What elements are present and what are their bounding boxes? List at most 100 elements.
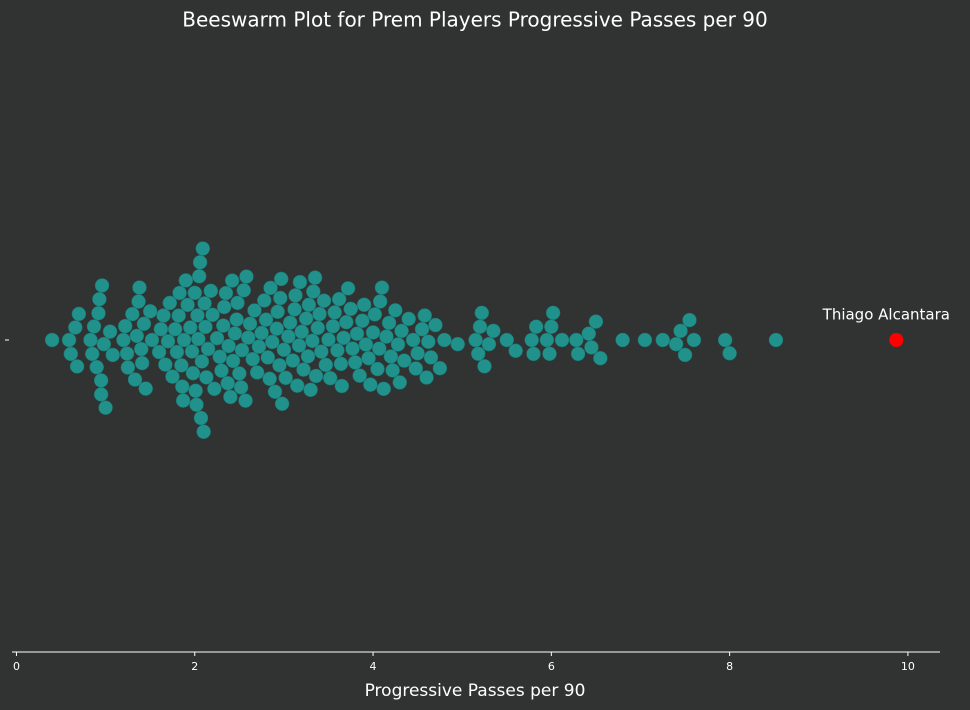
swarm-point (187, 285, 202, 301)
swarm-point (322, 370, 338, 386)
x-tick-label: 0 (13, 660, 20, 673)
swarm-point (63, 346, 79, 362)
highlight-label: Thiago Alcantara (822, 306, 950, 324)
swarm-point (44, 332, 60, 348)
swarm-point (300, 349, 316, 364)
swarm-point (370, 361, 385, 377)
swarm-point (175, 379, 190, 394)
swarm-point (673, 323, 688, 339)
swarm-point (410, 346, 425, 361)
swarm-point (372, 341, 387, 356)
swarm-point (287, 302, 302, 317)
swarm-point (310, 320, 326, 336)
swarm-point (481, 336, 497, 352)
swarm-point (207, 381, 222, 397)
swarm-point (539, 332, 555, 348)
swarm-point (545, 305, 561, 321)
swarm-point (408, 361, 424, 376)
swarm-point (363, 377, 378, 392)
swarm-point (432, 360, 448, 376)
swarm-point (68, 320, 83, 335)
swarm-point (191, 331, 206, 347)
highlight-point (889, 333, 904, 347)
swarm-point (125, 306, 140, 322)
swarm-point (227, 326, 243, 341)
swarm-point (236, 283, 252, 298)
swarm-point (581, 326, 597, 341)
swarm-point (238, 393, 253, 408)
swarm-point (333, 356, 349, 372)
swarm-point (189, 397, 204, 412)
x-tick-label: 8 (726, 660, 733, 673)
swarm-point (142, 304, 158, 319)
swarm-point (677, 347, 693, 363)
swarm-point (272, 358, 287, 373)
swarm-point (218, 285, 234, 301)
swarm-point (83, 332, 98, 348)
swarm-point (768, 332, 784, 348)
swarm-point (196, 424, 211, 440)
swarm-point (258, 312, 274, 327)
swarm-point (508, 343, 523, 359)
swarm-point (593, 350, 608, 366)
swarm-point (176, 332, 192, 348)
x-tick-label: 4 (370, 660, 377, 673)
swarm-point (327, 305, 342, 320)
swarm-point (138, 381, 153, 396)
swarm-point (93, 387, 109, 402)
swarm-point (116, 332, 131, 348)
swarm-point (291, 338, 307, 353)
swarm-point (84, 346, 100, 362)
swarm-point (151, 344, 167, 360)
swarm-point (183, 320, 198, 335)
x-tick-label: 2 (191, 660, 198, 673)
swarm-point (570, 346, 586, 362)
swarm-point (216, 299, 232, 315)
swarm-point (376, 381, 391, 397)
swarm-point (356, 297, 372, 312)
swarm-point (472, 319, 488, 334)
swarm-point (345, 341, 360, 356)
x-tick-label: 6 (548, 660, 555, 673)
swarm-point (437, 332, 452, 348)
swarm-point (584, 340, 599, 355)
swarm-point (200, 341, 216, 357)
swarm-point (193, 410, 209, 426)
swarm-point (234, 342, 250, 358)
swarm-point (254, 325, 269, 341)
swarm-point (390, 337, 406, 352)
swarm-point (214, 363, 229, 378)
swarm-point (167, 321, 183, 337)
swarm-point (247, 303, 262, 318)
swarm-point (153, 321, 169, 337)
swarm-point (361, 350, 376, 366)
swarm-point (722, 346, 737, 361)
swarm-point (225, 353, 241, 369)
swarm-point (343, 301, 359, 317)
swarm-point (92, 291, 107, 307)
swarm-point (405, 332, 421, 348)
swarm-point (468, 332, 483, 348)
swarm-point (195, 241, 211, 256)
swarm-point (184, 344, 200, 359)
swarm-point (499, 332, 515, 348)
swarm-point (190, 308, 205, 323)
swarm-point (191, 269, 207, 284)
swarm-point (298, 311, 314, 326)
swarm-point (330, 343, 345, 358)
swarm-point (274, 396, 290, 412)
swarm-point (132, 280, 147, 295)
swarm-point (205, 307, 220, 323)
swarm-point (224, 273, 240, 288)
swarm-point (374, 280, 390, 295)
swarm-point (352, 368, 367, 383)
swarm-point (89, 359, 104, 375)
swarm-point (93, 373, 109, 388)
swarm-point (282, 315, 298, 330)
swarm-point (144, 332, 160, 348)
swarm-point (379, 329, 394, 344)
swarm-point (381, 315, 397, 331)
swarm-point (127, 372, 143, 387)
swarm-point (249, 365, 265, 380)
swarm-point (588, 314, 604, 329)
